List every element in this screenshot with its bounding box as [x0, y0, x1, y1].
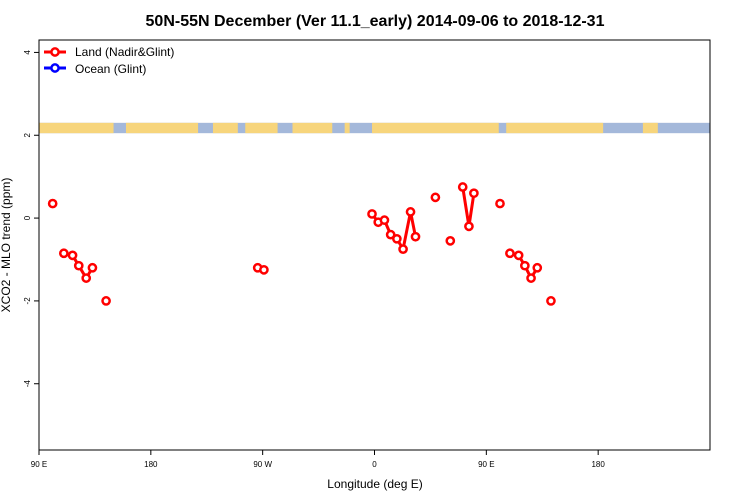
x-tick-label-2: 90 W [253, 460, 272, 469]
land-band-3 [245, 122, 278, 134]
legend-swatch-ocean-marker [50, 63, 60, 73]
x-axis: 90 E 180 90 W 0 90 E 180 [31, 450, 605, 469]
series-0-point-15 [405, 207, 416, 217]
land-ocean-strip [39, 122, 710, 134]
series-0-point-13 [392, 233, 402, 244]
x-tick-label-4: 90 E [478, 460, 494, 469]
y-axis-label: XCO2 - MLO trend (ppm) [0, 178, 13, 313]
series-0-point-28 [546, 296, 556, 306]
series-0-point-25 [520, 260, 530, 271]
series-0-point-4 [81, 273, 92, 283]
legend-entry-land: Land (Nadir&Glint) [44, 45, 174, 59]
series-0-point-20 [464, 221, 474, 232]
land-band-8 [642, 122, 658, 134]
series-0-point-11 [379, 215, 390, 226]
land-band-7 [506, 122, 604, 134]
series-0-point-2 [67, 250, 78, 261]
series-0-point-17 [430, 192, 441, 203]
y-tick-label-4: -4 [23, 380, 32, 388]
legend-swatch-land-marker [50, 47, 60, 57]
series-0-point-9 [367, 209, 377, 219]
series-0-point-3 [73, 260, 84, 271]
y-tick-label-2: 0 [23, 215, 32, 220]
series-0-point-23 [505, 248, 515, 259]
series-0-point-18 [445, 236, 456, 246]
y-axis: 4 2 0 -2 -4 [23, 50, 39, 388]
series-0-point-12 [385, 229, 396, 240]
series-0-point-24 [513, 250, 524, 261]
series-0-point-6 [101, 296, 111, 306]
series-0-point-26 [526, 273, 536, 283]
plot-frame [38, 39, 711, 451]
series-0-point-0 [47, 198, 58, 209]
land-band-5 [344, 122, 350, 134]
land-band-1 [125, 122, 199, 134]
series-0-point-8 [259, 264, 269, 275]
legend-label-land: Land (Nadir&Glint) [75, 45, 174, 59]
series-0-point-21 [469, 188, 479, 199]
y-tick-label-1: 2 [23, 132, 32, 137]
series-0-point-19 [457, 182, 468, 192]
series-0-point-16 [410, 231, 421, 242]
land-band-2 [212, 122, 238, 134]
land-band-0 [39, 122, 114, 134]
legend: Land (Nadir&Glint) Ocean (Glint) [44, 45, 174, 76]
y-tick-label-3: -2 [23, 297, 32, 305]
y-tick-label-0: 4 [23, 50, 32, 55]
legend-entry-ocean: Ocean (Glint) [44, 62, 146, 76]
land-band-6 [372, 122, 499, 134]
series-layer [47, 182, 556, 306]
series-0-point-1 [59, 248, 69, 259]
x-axis-label: Longitude (deg E) [327, 477, 422, 491]
chart-title: 50N-55N December (Ver 11.1_early) 2014-0… [146, 13, 605, 30]
x-tick-label-0: 90 E [31, 460, 47, 469]
x-tick-label-1: 180 [144, 460, 158, 469]
land-band-4 [292, 122, 333, 134]
x-tick-label-5: 180 [591, 460, 605, 469]
series-0-point-22 [495, 198, 505, 209]
series-0-point-27 [532, 262, 543, 273]
x-tick-label-3: 0 [372, 460, 377, 469]
series-0-point-14 [398, 244, 408, 254]
legend-label-ocean: Ocean (Glint) [75, 62, 146, 76]
series-0-point-5 [87, 262, 98, 273]
